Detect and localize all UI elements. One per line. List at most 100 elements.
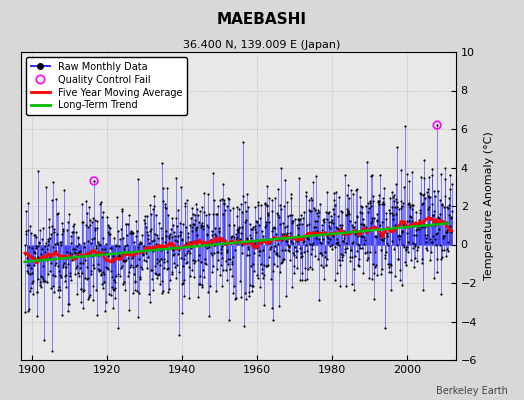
Point <box>238 139 247 145</box>
Point <box>99 208 107 215</box>
Point <box>348 280 357 287</box>
Point <box>347 247 355 254</box>
Point <box>145 245 153 252</box>
Point <box>37 273 46 279</box>
Point <box>97 272 105 278</box>
Point <box>141 223 150 230</box>
Point <box>334 257 343 263</box>
Point <box>376 222 385 228</box>
Point <box>77 298 85 305</box>
Point <box>292 254 300 260</box>
Point <box>290 252 299 258</box>
Point <box>137 264 146 270</box>
Point <box>391 181 400 188</box>
Point <box>160 256 169 262</box>
Point <box>181 259 190 266</box>
Point <box>321 249 329 256</box>
Point <box>145 240 153 246</box>
Point <box>441 176 450 182</box>
Point <box>293 225 302 232</box>
Point <box>202 241 210 248</box>
Point <box>307 195 315 202</box>
Point <box>186 250 194 256</box>
Point <box>367 214 376 221</box>
Point <box>142 249 150 256</box>
Point <box>28 280 36 286</box>
Point <box>209 263 217 269</box>
Point <box>217 262 225 268</box>
Point <box>212 249 221 256</box>
Point <box>212 210 221 217</box>
Point <box>206 238 215 244</box>
Point <box>36 282 44 288</box>
Point <box>410 221 418 228</box>
Point <box>178 236 186 243</box>
Point <box>435 226 443 232</box>
Point <box>306 208 314 214</box>
Point <box>289 240 297 247</box>
Point <box>225 317 234 323</box>
Point <box>378 218 386 225</box>
Point <box>397 203 406 209</box>
Point <box>92 225 101 232</box>
Point <box>190 221 199 228</box>
Point <box>41 249 49 256</box>
Point <box>177 255 185 261</box>
Point <box>435 242 444 248</box>
Point <box>230 222 238 228</box>
Point <box>26 265 35 271</box>
Point <box>66 270 74 276</box>
Point <box>75 273 84 279</box>
Point <box>432 231 440 237</box>
Point <box>179 280 188 286</box>
Point <box>30 255 39 261</box>
Point <box>37 284 45 290</box>
Point <box>431 236 440 242</box>
Point <box>248 224 257 230</box>
Point <box>344 208 352 214</box>
Point <box>101 308 109 314</box>
Point <box>41 254 50 261</box>
Point <box>23 268 31 274</box>
Point <box>154 242 162 248</box>
Point <box>389 194 398 200</box>
Point <box>69 228 78 235</box>
Point <box>94 266 103 272</box>
Point <box>27 284 35 291</box>
Point <box>162 233 170 240</box>
Point <box>246 221 254 228</box>
Point <box>221 207 229 213</box>
Point <box>295 175 303 182</box>
Point <box>35 240 43 246</box>
Point <box>251 204 259 210</box>
Point <box>424 206 432 212</box>
Point <box>271 231 280 238</box>
Point <box>233 226 242 233</box>
Point <box>148 247 156 254</box>
Point <box>77 286 85 293</box>
Point <box>120 258 128 264</box>
Point <box>272 263 281 270</box>
Point <box>25 262 33 268</box>
Point <box>320 276 328 282</box>
Point <box>243 236 251 243</box>
Point <box>121 242 129 249</box>
Point <box>227 232 236 239</box>
Point <box>236 230 245 236</box>
Point <box>285 244 293 250</box>
Point <box>31 234 40 240</box>
Point <box>157 256 165 262</box>
Point <box>176 220 184 226</box>
Point <box>149 248 158 254</box>
Point <box>48 348 56 354</box>
Point <box>368 172 376 178</box>
Point <box>376 246 385 253</box>
Point <box>232 295 240 302</box>
Point <box>161 205 170 212</box>
Point <box>155 220 163 226</box>
Point <box>302 248 311 254</box>
Point <box>157 246 165 253</box>
Point <box>230 283 238 289</box>
Point <box>170 260 178 266</box>
Point <box>55 268 63 274</box>
